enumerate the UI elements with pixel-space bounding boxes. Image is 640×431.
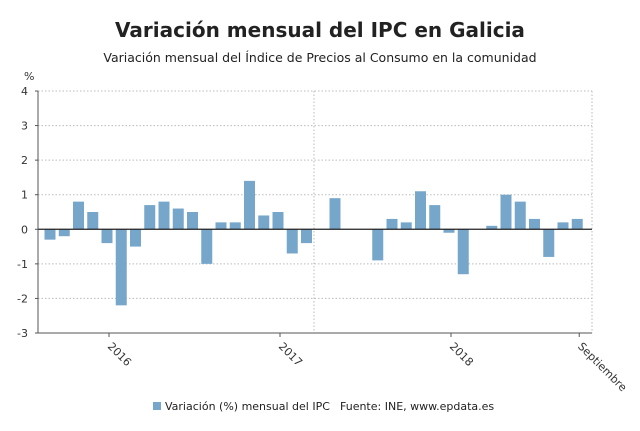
bar-2017-07	[372, 229, 384, 261]
bar-2018-06	[529, 218, 540, 230]
x-tick-label: 2018	[447, 340, 476, 369]
source-text: Fuente: INE, www.epdata.es	[340, 400, 494, 413]
bar-2018-01	[457, 229, 469, 275]
bar-2017-08	[386, 218, 398, 230]
chart-subtitle: Variación mensual del Índice de Precios …	[103, 50, 536, 65]
bars	[44, 180, 583, 306]
bar-2015-08	[44, 229, 56, 240]
x-ticks: 2016 2017 2018 Septiembre	[105, 333, 629, 394]
bar-2016-01	[115, 229, 127, 306]
bar-2016-07	[201, 229, 213, 264]
bar-2017-10	[415, 191, 426, 230]
x-tick-label: 2016	[105, 340, 134, 369]
bar-2018-09	[571, 218, 583, 230]
y-tick-label: 2	[21, 154, 28, 167]
bar-2018-04	[500, 194, 512, 230]
bar-2016-02	[130, 229, 141, 247]
y-tick-label: 0	[21, 223, 28, 236]
x-tick-label: 2017	[276, 340, 305, 369]
chart-title: Variación mensual del IPC en Galicia	[115, 18, 525, 42]
bar-2018-07	[543, 229, 555, 257]
y-tick-label: 4	[21, 85, 28, 98]
bar-2016-09	[229, 222, 241, 230]
bar-2015-09	[58, 229, 70, 237]
bar-2016-05	[172, 208, 184, 230]
bar-2017-04	[329, 198, 341, 230]
y-tick-label: -3	[17, 327, 28, 340]
bar-2016-12	[272, 212, 284, 230]
bar-2016-04	[158, 201, 170, 230]
bar-2017-01	[286, 229, 298, 254]
y-axis-label: %	[24, 70, 34, 83]
bar-2018-08	[557, 222, 569, 230]
y-tick-label: 3	[21, 120, 28, 133]
y-tick-label: -1	[17, 258, 28, 271]
bar-2017-12	[443, 229, 455, 233]
y-tick-label: 1	[21, 189, 28, 202]
legend: Variación (%) mensual del IPC Fuente: IN…	[153, 400, 494, 413]
axes	[37, 91, 592, 334]
y-ticks: 4 3 2 1 0 -1 -2 -3	[17, 85, 38, 340]
bar-2015-12	[101, 229, 113, 244]
bar-2015-10	[73, 201, 84, 230]
bar-2016-06	[187, 212, 198, 230]
bar-2016-03	[144, 205, 156, 230]
y-tick-label: -2	[17, 292, 28, 305]
bar-2018-03	[486, 225, 498, 230]
legend-swatch	[153, 402, 161, 410]
bar-2015-11	[87, 212, 99, 230]
bar-2017-11	[429, 205, 441, 230]
bar-2017-09	[400, 222, 412, 230]
bar-2017-02	[301, 229, 312, 244]
legend-label: Variación (%) mensual del IPC	[165, 400, 330, 413]
x-tick-label: Septiembre	[575, 340, 629, 394]
bar-2016-08	[215, 222, 227, 230]
bar-2016-10	[244, 180, 255, 230]
bar-2018-05	[514, 201, 526, 230]
bar-2016-11	[258, 215, 270, 230]
